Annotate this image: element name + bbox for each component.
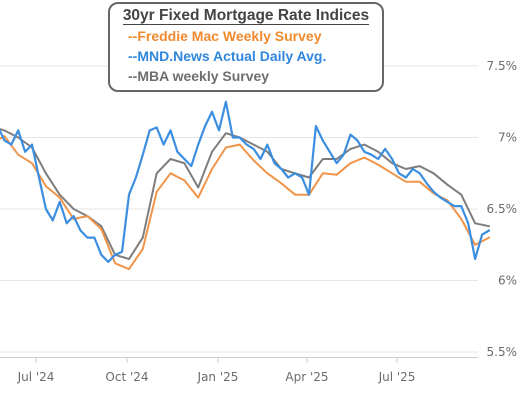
legend: 30yr Fixed Mortgage Rate Indices --Fredd… <box>108 2 384 92</box>
y-tick-label: 6.5% <box>487 202 518 216</box>
x-tick-label: Jan '25 <box>197 370 239 384</box>
y-tick-label: 5.5% <box>487 345 518 359</box>
x-tick-label: Jul '25 <box>378 370 416 384</box>
y-axis-tick-labels: 5.5% 6% 6.5% 7% 7.5% <box>487 59 518 359</box>
series-line-freddie-mac <box>0 135 490 271</box>
legend-item-freddie-mac: --Freddie Mac Weekly Survey <box>128 28 322 44</box>
x-axis-tick-labels: Jul '24 Oct '24 Jan '25 Apr '25 Jul '25 <box>17 370 416 384</box>
legend-item-mnd-news: --MND.News Actual Daily Avg. <box>128 48 327 64</box>
chart-title: 30yr Fixed Mortgage Rate Indices <box>110 6 382 26</box>
y-tick-label: 7.5% <box>487 59 518 73</box>
x-tick-label: Apr '25 <box>285 370 328 384</box>
y-tick-label: 7% <box>498 131 517 145</box>
x-tick-label: Oct '24 <box>105 370 148 384</box>
series-lines <box>0 100 491 271</box>
y-tick-label: 6% <box>498 274 517 288</box>
series-line-mnd-news <box>0 100 491 263</box>
chart-title-text: 30yr Fixed Mortgage Rate Indices <box>122 7 370 25</box>
legend-item-mba: --MBA weekly Survey <box>128 68 270 84</box>
x-tick-label: Jul '24 <box>17 370 55 384</box>
series-line-mba <box>0 128 490 260</box>
